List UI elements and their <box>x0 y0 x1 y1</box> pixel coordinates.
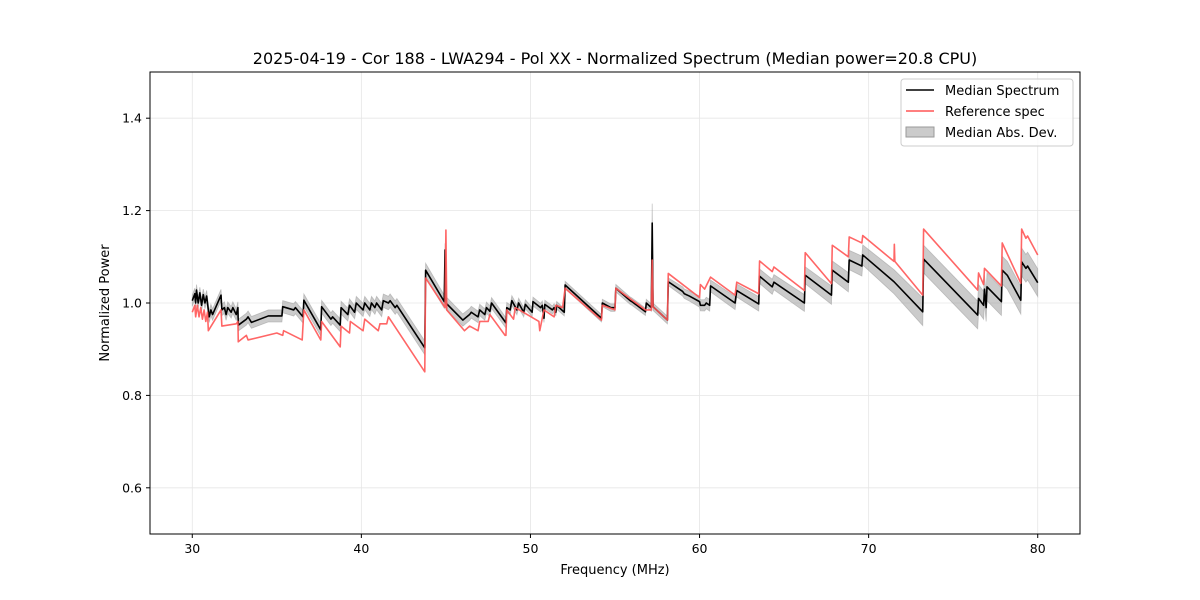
y-tick-label: 0.6 <box>122 480 142 495</box>
y-tick-label: 0.8 <box>122 388 142 403</box>
legend-reference-label: Reference spec <box>945 105 1045 120</box>
median-spectrum-line <box>191 222 1039 349</box>
legend-frame <box>900 78 1074 147</box>
ticks: 30 40 50 60 70 80 0.6 0.8 1.0 1.2 1.4 <box>122 111 1046 556</box>
x-axis-label: Frequency (MHz) <box>560 563 669 578</box>
legend-median-label: Median Spectrum <box>945 84 1059 99</box>
x-tick-label: 50 <box>523 541 539 556</box>
x-tick-label: 30 <box>184 541 200 556</box>
y-tick-label: 1.4 <box>122 111 142 126</box>
legend-mad-swatch <box>905 126 935 138</box>
x-tick-label: 70 <box>861 541 877 556</box>
reference-spectrum-line <box>191 228 1039 373</box>
y-tick-label: 1.2 <box>122 203 142 218</box>
x-tick-label: 60 <box>692 541 708 556</box>
y-axis-label: Normalized Power <box>98 244 113 362</box>
legend-mad-label: Median Abs. Dev. <box>945 126 1057 141</box>
mad-band <box>191 203 1039 357</box>
chart-title: 2025-04-19 - Cor 188 - LWA294 - Pol XX -… <box>253 49 977 68</box>
plot-area <box>191 203 1039 373</box>
y-tick-label: 1.0 <box>122 296 142 311</box>
x-tick-label: 80 <box>1030 541 1046 556</box>
x-tick-label: 40 <box>353 541 369 556</box>
legend: Median Spectrum Reference spec Median Ab… <box>900 78 1074 147</box>
